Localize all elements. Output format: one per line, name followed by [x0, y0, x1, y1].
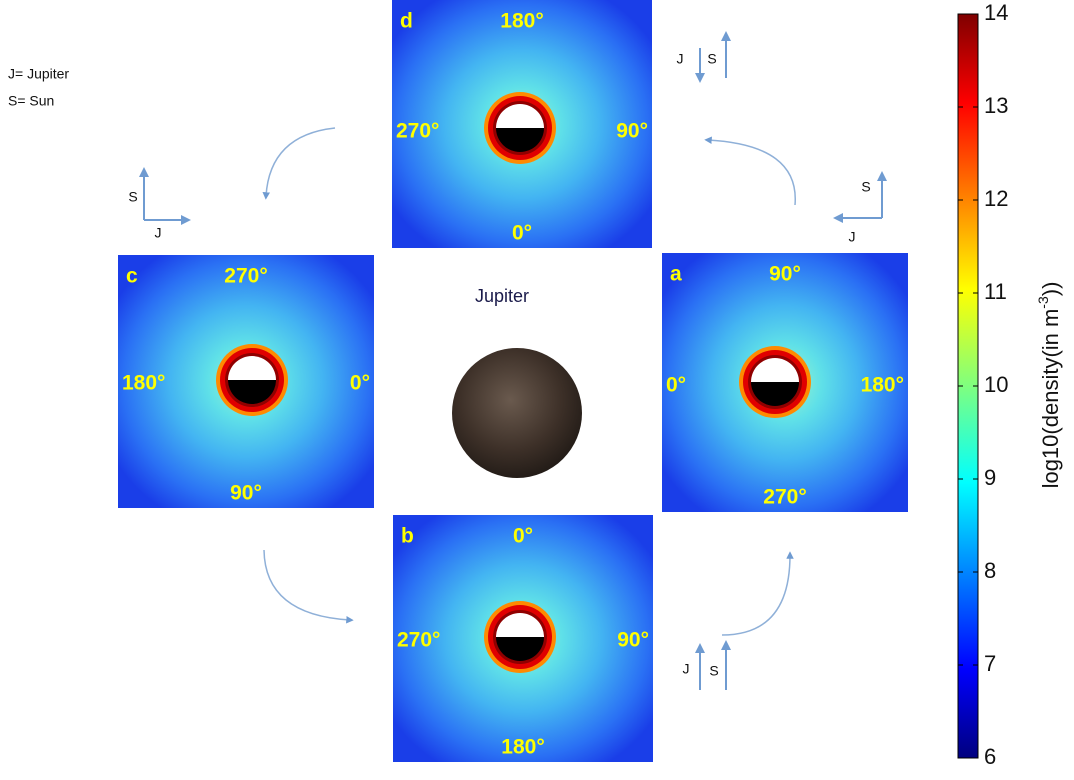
colorbar-tick-label: 12: [984, 186, 1008, 211]
orientation-label: S: [128, 189, 137, 205]
colorbar-tick-label: 10: [984, 372, 1008, 397]
angle-label: 270°: [396, 120, 439, 143]
angle-label: 90°: [617, 629, 649, 652]
angle-label: 270°: [224, 265, 267, 288]
planet-night: [496, 128, 544, 152]
angle-label: 180°: [861, 374, 904, 397]
colorbar-tick-label: 9: [984, 465, 996, 490]
colorbar-tick-label: 14: [984, 0, 1008, 25]
panel-letter: d: [400, 10, 413, 33]
orientation-label: J: [849, 229, 856, 245]
planet-day: [751, 358, 799, 382]
angle-label: 90°: [769, 263, 801, 286]
angle-label: 270°: [763, 486, 806, 509]
decor: [262, 127, 796, 636]
jupiter-image: [452, 348, 582, 478]
orientation-label: J: [677, 51, 684, 67]
colorbar-label-sup: -3: [1035, 296, 1051, 309]
panel-letter: a: [670, 263, 682, 286]
orientation-label: S: [709, 663, 718, 679]
colorbar-tick-label: 8: [984, 558, 996, 583]
planet-night: [496, 637, 544, 661]
colorbar-label: log10(density(in m-3)): [1035, 282, 1063, 489]
angle-label: 0°: [513, 525, 533, 548]
panel-letter: b: [401, 525, 414, 548]
angle-label: 180°: [501, 736, 544, 759]
planet-day: [496, 104, 544, 128]
colorbar-label-text: log10(density(in m: [1038, 309, 1063, 489]
angle-label: 270°: [397, 629, 440, 652]
colorbar-tick-label: 11: [984, 279, 1007, 304]
angle-label: 180°: [500, 10, 543, 33]
orientation-label: J: [683, 661, 690, 677]
colorbar-tick-label: 13: [984, 93, 1008, 118]
angle-label: 0°: [666, 374, 686, 397]
angle-label: 90°: [616, 120, 648, 143]
colorbar-tick-label: 7: [984, 651, 996, 676]
legend-entry: S= Sun: [8, 93, 54, 109]
angle-label: 180°: [122, 372, 165, 395]
angle-label: 90°: [230, 482, 262, 505]
planet-day: [228, 356, 276, 380]
legend-entry: J= Jupiter: [8, 66, 69, 82]
planet-day: [496, 613, 544, 637]
angle-label: 0°: [350, 372, 370, 395]
colorbar-tick-label: 6: [984, 744, 996, 769]
planet-night: [228, 380, 276, 404]
colorbar-label-end: )): [1038, 282, 1063, 297]
orientation-label: S: [707, 51, 716, 67]
jupiter-label: Jupiter: [475, 286, 529, 306]
panel-letter: c: [126, 265, 138, 288]
orientation-label: J: [155, 225, 162, 241]
planet-night: [751, 382, 799, 406]
orientation-label: S: [861, 179, 870, 195]
angle-label: 0°: [512, 222, 532, 245]
